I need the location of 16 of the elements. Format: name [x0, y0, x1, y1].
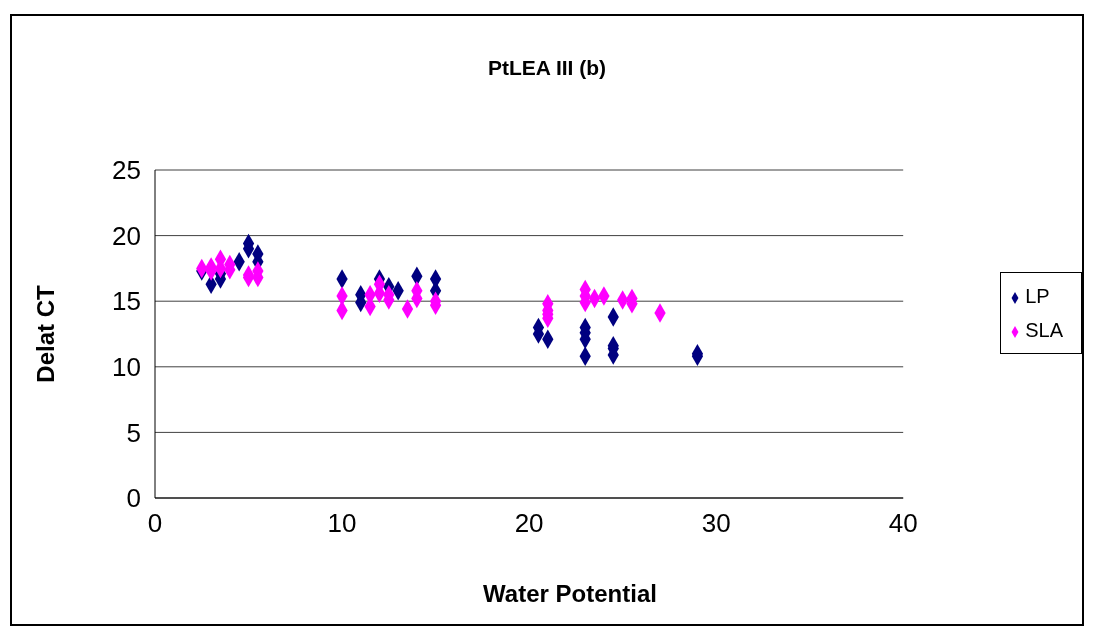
x-tick-label: 10: [327, 508, 357, 539]
legend-label: LP: [1025, 285, 1050, 307]
legend-label: SLA: [1025, 319, 1063, 341]
y-tick-label: 20: [112, 220, 141, 251]
x-tick-label: 0: [147, 508, 163, 539]
chart-title: PtLEA III (b): [486, 56, 608, 80]
x-tick-label: 30: [701, 508, 731, 539]
x-tick-label: 40: [888, 508, 918, 539]
y-axis-title: Delat CT: [32, 285, 60, 383]
y-tick-label: 5: [126, 417, 141, 448]
y-tick-label: 15: [112, 286, 141, 317]
x-axis-title: Water Potential: [482, 580, 658, 608]
x-tick-label: 20: [514, 508, 544, 539]
y-tick-label: 25: [112, 155, 141, 186]
y-tick-label: 10: [112, 352, 141, 383]
y-tick-label: 0: [126, 483, 141, 514]
